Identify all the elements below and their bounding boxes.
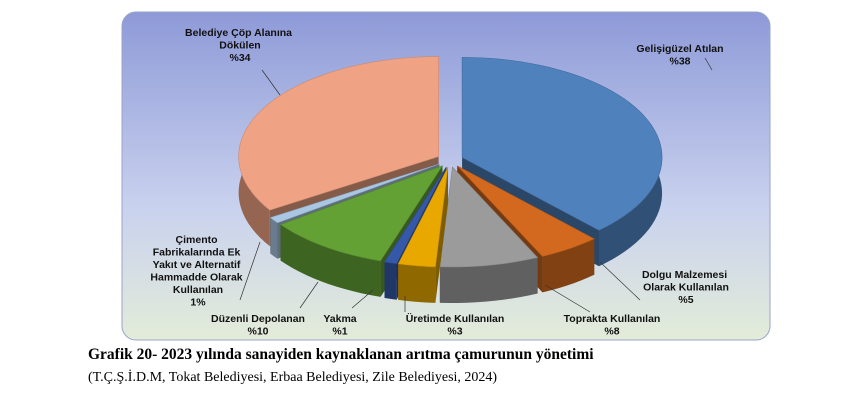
value-label: %1 [332, 326, 347, 338]
value-label: %34 [229, 52, 250, 64]
slice-top [397, 166, 449, 268]
slice-wall [398, 263, 436, 303]
slice [397, 166, 449, 303]
value-label: %5 [678, 294, 693, 306]
value-label: 1% [190, 297, 206, 309]
slice-top [461, 57, 663, 231]
leader-line [704, 57, 713, 71]
slice-label: Dolgu Malzemesi Olarak Kullanılan [642, 269, 730, 294]
slice-wall [280, 224, 381, 297]
slice-top [279, 165, 444, 262]
slice-label: Toprakta Kullanılan [564, 313, 661, 325]
slice-label: Düzenli Depolanan [211, 313, 305, 325]
slice-wall [270, 217, 278, 259]
caption: Grafik 20- 2023 yılında sanayiden kaynak… [88, 346, 594, 363]
slice-top [269, 163, 440, 224]
leader-line [351, 289, 374, 309]
leader-line [239, 241, 261, 301]
slice [439, 166, 539, 304]
slice-wall [542, 238, 595, 293]
value-label: %38 [669, 56, 690, 68]
leader-line [261, 69, 281, 96]
value-label: %8 [604, 326, 619, 338]
value-label: %3 [447, 326, 462, 338]
leader-line [544, 284, 591, 313]
slice-top [384, 166, 447, 265]
leader-line [599, 261, 641, 301]
slice-wall [384, 261, 397, 300]
source: (T.Ç.Ş.İ.D.M, Tokat Belediyesi, Erbaa Be… [88, 369, 497, 385]
pie [238, 56, 663, 304]
labels: Gelişigüzel Atılan%38 Dolgu Malzemesi Ola… [150, 27, 730, 338]
slice-label: Yakma [323, 313, 356, 325]
slice-label: Gelişigüzel Atılan [636, 43, 723, 55]
slice-label: Çimento Fabrikalarında Ek Yakıt ve Alter… [150, 234, 245, 296]
slice-wall [439, 257, 538, 304]
slice-label: Belediye Çöp Alanına Dökülen [185, 27, 295, 52]
leader-line [299, 281, 319, 309]
slice-top [457, 165, 595, 257]
value-label: %10 [247, 326, 268, 338]
slice-top [439, 166, 539, 268]
slice-label: Üretimde Kullanılan [406, 312, 505, 325]
slice-top [238, 56, 439, 211]
